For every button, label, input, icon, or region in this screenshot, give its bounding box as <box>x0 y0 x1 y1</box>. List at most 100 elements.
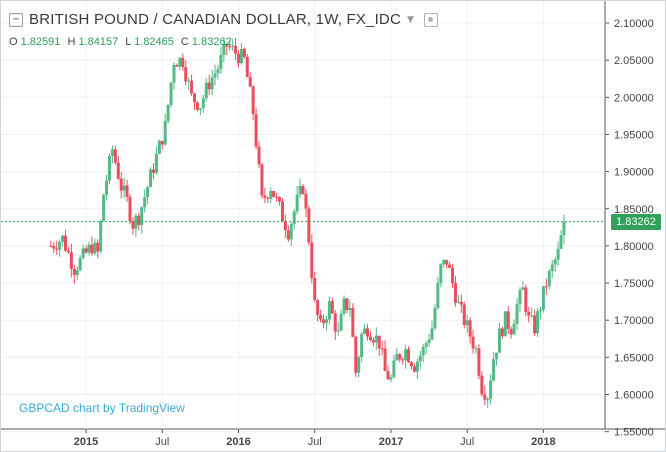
candle-body <box>283 221 287 231</box>
watermark-link[interactable]: GBPCAD chart by TradingView <box>19 401 185 415</box>
candle-body <box>113 149 117 163</box>
candle-body <box>216 69 220 74</box>
candle-body <box>140 207 144 225</box>
candle-body <box>348 308 352 310</box>
y-tick-label: 1.55000 <box>614 427 654 439</box>
candle-body <box>497 328 501 353</box>
candle-body <box>536 311 540 334</box>
y-tick-label: 1.80000 <box>614 241 654 253</box>
candle-body <box>336 330 340 332</box>
candle-body <box>75 270 79 275</box>
candle-body <box>427 339 431 344</box>
candle-body <box>210 77 214 90</box>
candle-body <box>286 230 290 240</box>
candle-body <box>541 286 545 310</box>
y-tick-label: 1.85000 <box>614 204 654 216</box>
candle-body <box>128 196 132 221</box>
candle-body <box>228 46 232 48</box>
candle-body <box>495 352 499 360</box>
candle-body <box>154 153 158 173</box>
candle-body <box>225 43 229 47</box>
candle-body <box>366 328 370 337</box>
candle-body <box>201 98 205 109</box>
candle-body <box>354 336 358 373</box>
candle-body <box>181 57 185 68</box>
candle-body <box>445 259 449 265</box>
candle-body <box>310 242 314 278</box>
candle-body <box>389 377 393 380</box>
candle-body <box>307 208 311 243</box>
x-tick-label: 2015 <box>74 436 98 448</box>
high-label: H <box>67 36 76 48</box>
eye-icon[interactable] <box>423 12 438 27</box>
chart-title: BRITISH POUND / CANADIAN DOLLAR, 1W, FX_… <box>29 11 401 28</box>
ohlc-legend: O 1.82591 H 1.84157 L 1.82465 C 1.83262 <box>9 36 236 48</box>
y-tick-label: 1.60000 <box>614 390 654 402</box>
candle-body <box>275 196 279 198</box>
caret-down-icon[interactable]: ▼ <box>407 14 414 25</box>
candle-body <box>351 308 355 337</box>
low-label: L <box>125 36 132 48</box>
candle-body <box>339 313 343 331</box>
candle-body <box>509 328 513 335</box>
candle-body <box>251 86 255 115</box>
candle-body <box>295 194 299 212</box>
close-value: 1.83262 <box>191 36 232 48</box>
candle-body <box>146 187 150 198</box>
candle-body <box>239 48 243 64</box>
candle-body <box>143 197 147 208</box>
candle-body <box>319 314 323 320</box>
candle-body <box>49 245 53 247</box>
candle-body <box>439 264 443 284</box>
y-tick-label: 2.00000 <box>614 92 654 104</box>
candle-body <box>213 73 217 78</box>
candle-body <box>398 354 402 360</box>
candle-body <box>151 169 155 173</box>
candle-body <box>125 185 129 197</box>
candle-body <box>198 108 202 110</box>
candle-body <box>266 197 270 199</box>
candle-body <box>547 270 551 287</box>
candle-body <box>204 82 208 99</box>
candle-body <box>550 264 554 271</box>
close-label: C <box>180 36 189 48</box>
candle-body <box>107 156 111 181</box>
candle-body <box>248 76 252 87</box>
candle-body <box>453 283 457 303</box>
x-tick-label: 2017 <box>379 436 403 448</box>
candle-body <box>172 64 176 83</box>
high-value: 1.84157 <box>78 36 119 48</box>
candle-body <box>149 169 153 188</box>
candle-body <box>304 193 308 209</box>
candle-body <box>515 304 519 324</box>
candle-body <box>559 235 563 249</box>
y-tick-label: 1.95000 <box>614 129 654 141</box>
candle-body <box>222 43 226 56</box>
candle-body <box>257 146 261 165</box>
y-tick-label: 1.75000 <box>614 278 654 290</box>
candle-body <box>166 104 170 122</box>
candle-body <box>512 323 516 335</box>
candle-body <box>533 315 537 334</box>
candle-body <box>442 259 446 265</box>
candle-body <box>236 53 240 64</box>
candle-body <box>289 223 293 240</box>
candle-body <box>298 185 302 195</box>
candle-body <box>66 250 70 253</box>
minus-box-icon[interactable]: − <box>9 12 23 27</box>
candle-body <box>483 394 487 400</box>
candle-body <box>52 246 56 249</box>
candle-body <box>231 45 235 47</box>
candle-body <box>404 349 408 361</box>
candle-body <box>160 140 164 145</box>
candle-body <box>245 56 249 77</box>
candle-body <box>489 380 493 399</box>
candle-body <box>260 164 264 196</box>
candle-body <box>538 309 542 312</box>
candle-body <box>345 298 349 310</box>
candle-body <box>55 248 59 250</box>
candle-body <box>412 366 416 372</box>
candle-body <box>556 248 560 260</box>
candle-body <box>360 333 364 358</box>
